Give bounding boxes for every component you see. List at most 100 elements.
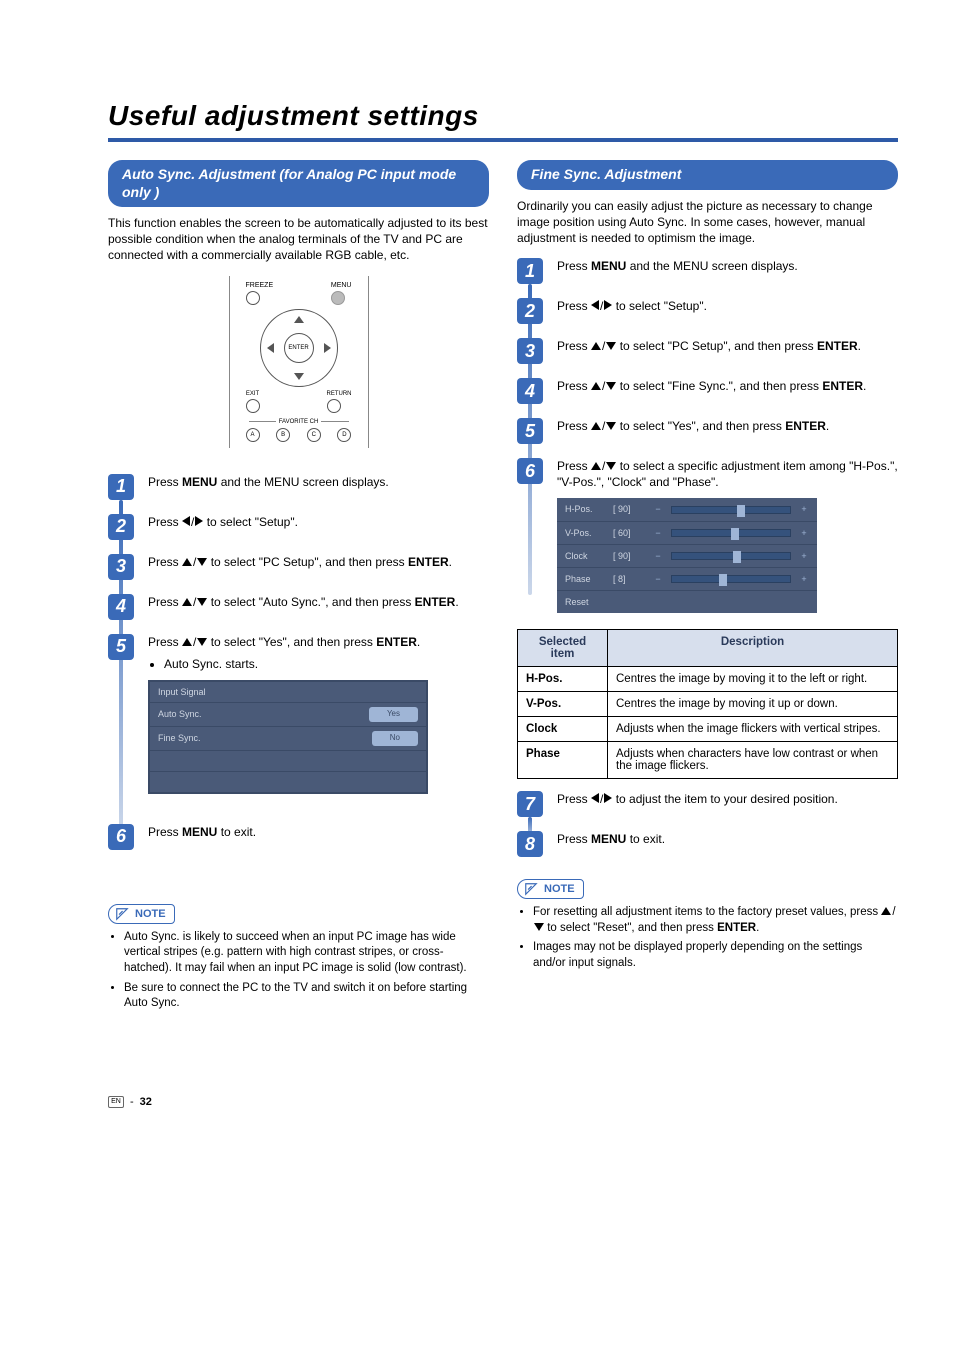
table-cell-desc: Centres the image by moving it up or dow… (608, 692, 898, 717)
step-number: 5 (517, 418, 543, 444)
step-number: 2 (517, 298, 543, 324)
slider-value: [ 8] (613, 573, 645, 585)
left-steps: 1Press MENU and the MENU screen displays… (108, 474, 489, 850)
step-text: Press / to select "Setup". (557, 298, 898, 314)
step-text: Press MENU and the MENU screen displays. (148, 474, 489, 490)
slider-track (671, 575, 791, 583)
right-notes: For resetting all adjustment items to th… (517, 905, 898, 971)
slider-row: V-Pos.[ 60]−+ (557, 522, 817, 545)
slider-thumb (737, 505, 745, 517)
en-badge: EN (108, 1096, 124, 1108)
note-item: For resetting all adjustment items to th… (533, 905, 898, 936)
table-cell-item: V-Pos. (518, 692, 608, 717)
step: 3 Press / to select "PC Setup", and then … (517, 338, 898, 364)
menu-row-label: Input Signal (158, 686, 418, 698)
step: 4 Press / to select "Fine Sync.", and the… (517, 378, 898, 404)
slider-row: Clock[ 90]−+ (557, 545, 817, 568)
fav-b-icon: B (276, 428, 290, 442)
step-number: 2 (108, 514, 134, 540)
table-cell-desc: Adjusts when characters have low contras… (608, 742, 898, 779)
right-heading: Fine Sync. Adjustment (517, 160, 898, 190)
pc-setup-menu: Input SignalAuto Sync.YesFine Sync.No (148, 680, 428, 794)
note-item: Be sure to connect the PC to the TV and … (124, 981, 489, 1012)
table-row: H-Pos.Centres the image by moving it to … (518, 667, 898, 692)
step-text: Press / to select "Auto Sync.", and then… (148, 594, 489, 610)
step-text: Press / to select "Fine Sync.", and then… (557, 378, 898, 394)
step: 2Press / to select "Setup". (108, 514, 489, 540)
plus-icon: + (799, 503, 809, 515)
table-row: V-Pos.Centres the image by moving it up … (518, 692, 898, 717)
slider-track (671, 552, 791, 560)
menu-button-icon (331, 291, 345, 305)
fav-a-icon: A (246, 428, 260, 442)
page-title: Useful adjustment settings (108, 100, 898, 132)
plus-icon: + (799, 573, 809, 585)
table-head-desc: Description (608, 630, 898, 667)
dpad-up-icon (294, 316, 304, 323)
slider-value: [ 60] (613, 527, 645, 539)
step-number: 1 (517, 258, 543, 284)
step-number: 6 (517, 458, 543, 484)
menu-row-value: No (372, 731, 418, 746)
remote-freeze-label: FREEZE (246, 282, 274, 289)
step: 7 Press / to adjust the item to your desi… (517, 791, 898, 817)
step-number: 6 (108, 824, 134, 850)
step-number: 7 (517, 791, 543, 817)
note-item: Auto Sync. is likely to succeed when an … (124, 930, 489, 977)
step-number: 4 (517, 378, 543, 404)
left-heading: Auto Sync. Adjustment (for Analog PC inp… (108, 160, 489, 207)
return-button-icon (327, 399, 341, 413)
step: 5 Press / to select "Yes", and then press… (517, 418, 898, 444)
step-number: 3 (108, 554, 134, 580)
step-text: Press / to adjust the item to your desir… (557, 791, 898, 807)
left-intro: This function enables the screen to be a… (108, 215, 489, 264)
slider-label: Clock (565, 550, 605, 562)
slider-label: H-Pos. (565, 503, 605, 515)
step-number: 5 (108, 634, 134, 660)
page-number: EN - 32 (108, 1096, 898, 1108)
minus-icon: − (653, 550, 663, 562)
fav-d-icon: D (337, 428, 351, 442)
table-row: PhaseAdjusts when characters have low co… (518, 742, 898, 779)
minus-icon: − (653, 503, 663, 515)
table-cell-item: Clock (518, 717, 608, 742)
table-cell-desc: Adjusts when the image flickers with ver… (608, 717, 898, 742)
step-number: 4 (108, 594, 134, 620)
step-number: 3 (517, 338, 543, 364)
right-column: Fine Sync. Adjustment Ordinarily you can… (517, 160, 898, 1016)
note-icon (524, 882, 538, 896)
step-bullet: Auto Sync. starts. (164, 656, 489, 672)
step-text: Press MENU to exit. (148, 824, 489, 840)
table-cell-desc: Centres the image by moving it to the le… (608, 667, 898, 692)
table-cell-item: Phase (518, 742, 608, 779)
step-text: Press / to select "Yes", and then press … (557, 418, 898, 434)
slider-value: [ 90] (613, 503, 645, 515)
step-text: Press / to select a specific adjustment … (557, 458, 898, 613)
step-text: Press MENU and the MENU screen displays. (557, 258, 898, 274)
dpad-right-icon (324, 343, 331, 353)
note-item: Images may not be displayed properly dep… (533, 940, 898, 971)
description-table: Selected item Description H-Pos.Centres … (517, 629, 898, 779)
remote-exit-label: EXIT (246, 391, 260, 397)
slider-label: V-Pos. (565, 527, 605, 539)
step-number: 8 (517, 831, 543, 857)
plus-icon: + (799, 550, 809, 562)
step: 3Press / to select "PC Setup", and then … (108, 554, 489, 580)
slider-row: Phase[ 8]−+ (557, 568, 817, 591)
menu-row: Fine Sync.No (150, 727, 426, 751)
slider-label: Reset (565, 596, 605, 608)
fine-sync-sliders: H-Pos.[ 90]−+V-Pos.[ 60]−+Clock[ 90]−+Ph… (557, 498, 817, 613)
right-steps-top: 1 Press MENU and the MENU screen displays… (517, 258, 898, 613)
step: 2 Press / to select "Setup". (517, 298, 898, 324)
title-rule (108, 138, 898, 142)
step: 1 Press MENU and the MENU screen displays… (517, 258, 898, 284)
menu-row-label: Fine Sync. (158, 732, 372, 744)
note-label: NOTE (517, 879, 584, 899)
plus-icon: + (799, 527, 809, 539)
menu-row-value: Yes (369, 707, 418, 722)
step: 1Press MENU and the MENU screen displays… (108, 474, 489, 500)
step-text: Press / to select "PC Setup", and then p… (557, 338, 898, 354)
step-text: Press / to select "Yes", and then press … (148, 634, 489, 794)
slider-row: H-Pos. [ 90]− + (557, 498, 817, 521)
remote-illustration: FREEZE MENU ENTER (108, 276, 489, 448)
